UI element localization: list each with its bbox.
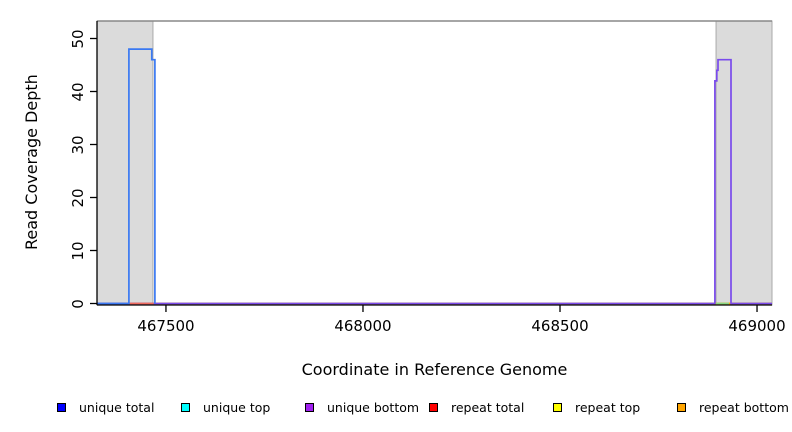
legend-swatch-icon — [553, 402, 562, 412]
y-tick-label: 20 — [69, 187, 87, 208]
legend-swatch-icon — [429, 402, 438, 412]
x-tick-label: 468500 — [531, 317, 589, 335]
left-gray-band — [96, 20, 154, 306]
legend-swatch-icon — [181, 402, 190, 412]
x-axis-title: Coordinate in Reference Genome — [301, 360, 568, 379]
legend-swatch-icon — [57, 402, 66, 412]
y-tick-label: 50 — [69, 28, 87, 49]
legend-swatch-icon — [677, 402, 686, 412]
legend-label: unique total — [79, 399, 155, 415]
y-tick-label: 30 — [69, 134, 87, 155]
legend-label: unique top — [203, 399, 271, 415]
legend-item-unique-bottom: unique bottom — [305, 398, 419, 416]
series-path-unique-total — [97, 48, 156, 305]
legend-label: unique bottom — [327, 399, 420, 415]
legend-item-repeat-total: repeat total — [429, 398, 524, 416]
y-tick-label: 0 — [69, 298, 87, 309]
chart-legend: unique total unique top unique bottom repea… — [0, 398, 792, 420]
legend-swatch-icon — [305, 402, 314, 412]
series-path-unique-bottom — [97, 58, 772, 305]
y-tick-label: 40 — [69, 81, 87, 102]
legend-label: repeat top — [575, 399, 641, 415]
x-tick-label: 469000 — [728, 317, 786, 335]
x-tick-label: 467500 — [137, 317, 195, 335]
legend-item-unique-top: unique top — [181, 398, 270, 416]
x-tick-label: 468000 — [334, 317, 392, 335]
y-tick-label: 10 — [69, 240, 87, 261]
right-gray-band — [715, 20, 773, 306]
legend-item-repeat-bottom: repeat bottom — [677, 398, 789, 416]
legend-label: repeat total — [451, 399, 525, 415]
legend-label: repeat bottom — [699, 399, 789, 415]
y-axis-title: Read Coverage Depth — [22, 74, 41, 250]
legend-item-repeat-top: repeat top — [553, 398, 640, 416]
coverage-plot-canvas — [90, 20, 773, 312]
legend-item-unique-total: unique total — [57, 398, 154, 416]
